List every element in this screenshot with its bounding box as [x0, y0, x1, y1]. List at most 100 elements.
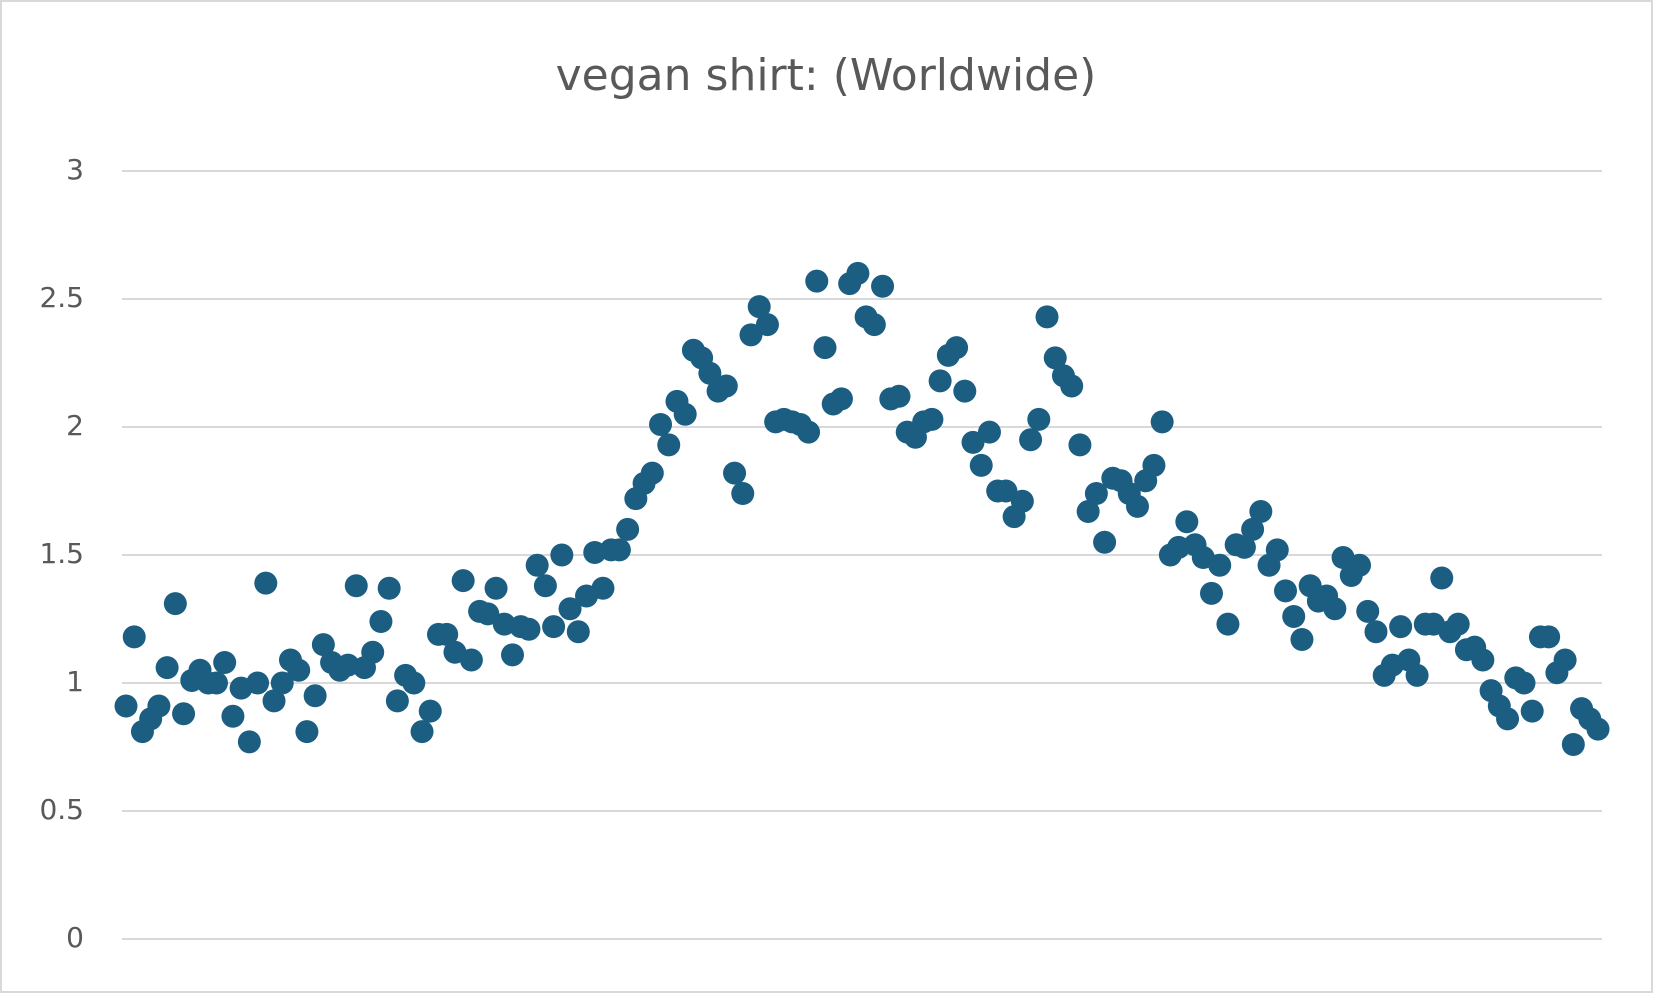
point — [1586, 717, 1610, 741]
point — [591, 576, 615, 600]
point — [484, 576, 508, 600]
point — [1232, 535, 1256, 559]
point — [1471, 648, 1495, 672]
point — [163, 592, 187, 616]
point — [402, 671, 426, 695]
point — [1084, 482, 1108, 506]
point — [1430, 566, 1454, 590]
y-tick-label: 3 — [66, 153, 84, 186]
point — [920, 407, 944, 431]
point — [961, 430, 985, 454]
point — [517, 617, 541, 641]
y-tick-label: 2 — [66, 409, 84, 442]
point — [945, 336, 969, 360]
point — [657, 433, 681, 457]
point — [1282, 604, 1306, 628]
point — [1010, 489, 1034, 513]
point — [994, 479, 1018, 503]
point — [1208, 553, 1232, 577]
point — [1323, 597, 1347, 621]
point — [114, 694, 138, 718]
point — [1125, 494, 1149, 518]
point — [525, 553, 549, 577]
point — [1405, 663, 1429, 687]
point — [953, 379, 977, 403]
y-tick-label: 1 — [66, 665, 84, 698]
point — [1290, 627, 1314, 651]
point — [723, 461, 747, 485]
point — [566, 620, 590, 644]
point — [1068, 433, 1092, 457]
point — [213, 651, 237, 675]
point — [1150, 410, 1174, 434]
point — [1076, 499, 1100, 523]
point — [311, 633, 335, 657]
point — [204, 671, 228, 695]
point — [221, 704, 245, 728]
point — [977, 420, 1001, 444]
point — [1060, 374, 1084, 398]
point — [1249, 499, 1273, 523]
point — [1027, 407, 1051, 431]
point — [887, 384, 911, 408]
point — [649, 412, 673, 436]
point — [846, 261, 870, 285]
point — [418, 699, 442, 723]
point — [805, 269, 829, 293]
point — [369, 610, 393, 634]
point — [542, 615, 566, 639]
point — [262, 689, 286, 713]
point — [451, 569, 475, 593]
point — [755, 313, 779, 337]
point — [698, 361, 722, 385]
point — [344, 574, 368, 598]
point — [361, 640, 385, 664]
point — [747, 295, 771, 319]
point — [1356, 599, 1380, 623]
point — [871, 274, 895, 298]
point — [1035, 305, 1059, 329]
point — [459, 648, 483, 672]
point — [1265, 538, 1289, 562]
point — [435, 622, 459, 646]
point — [1274, 579, 1298, 603]
point — [607, 538, 631, 562]
point — [558, 597, 582, 621]
y-tick-label: 0 — [66, 921, 84, 954]
point — [1216, 612, 1240, 636]
point — [533, 574, 557, 598]
y-tick-label: 0.5 — [39, 793, 84, 826]
point — [410, 720, 434, 744]
point — [501, 643, 525, 667]
point — [1537, 625, 1561, 649]
point — [1446, 612, 1470, 636]
point — [237, 730, 261, 754]
point — [1553, 648, 1577, 672]
y-tick-label: 1.5 — [39, 537, 84, 570]
point — [1142, 453, 1166, 477]
point — [476, 602, 500, 626]
point — [1496, 707, 1520, 731]
point — [287, 658, 311, 682]
point — [1512, 671, 1536, 695]
point — [254, 571, 278, 595]
point — [813, 336, 837, 360]
point — [122, 625, 146, 649]
point — [1199, 581, 1223, 605]
point — [616, 517, 640, 541]
point — [550, 543, 574, 567]
point — [172, 702, 196, 726]
point — [1348, 553, 1372, 577]
point — [1520, 699, 1544, 723]
point — [246, 671, 270, 695]
y-tick-label: 2.5 — [39, 281, 84, 314]
point — [797, 420, 821, 444]
point — [303, 684, 327, 708]
point — [377, 576, 401, 600]
point — [385, 689, 409, 713]
point — [714, 374, 738, 398]
point — [1561, 732, 1585, 756]
point — [1093, 530, 1117, 554]
